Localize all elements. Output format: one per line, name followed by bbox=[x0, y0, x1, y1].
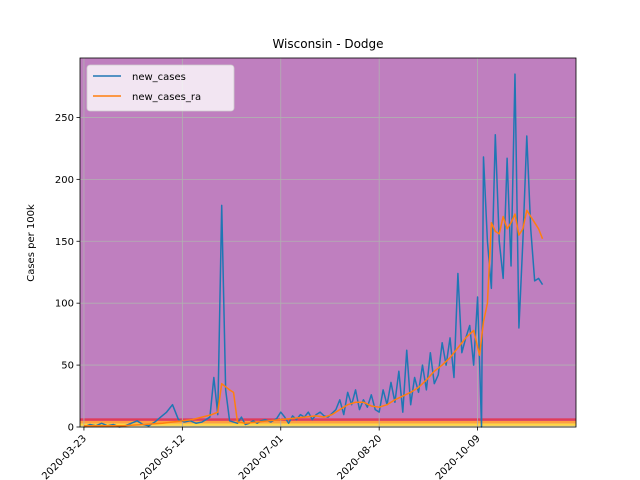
y-tick-label-0: 0 bbox=[68, 423, 74, 434]
plot-background bbox=[80, 58, 576, 427]
chart-title: Wisconsin - Dodge bbox=[272, 37, 383, 51]
legend-box bbox=[86, 64, 235, 112]
series-line-new_cases bbox=[83, 73, 544, 428]
risk-band-2 bbox=[80, 420, 576, 424]
y-tick-label-4: 200 bbox=[55, 175, 74, 186]
axes-frame bbox=[79, 57, 577, 428]
y-tick-label-5: 250 bbox=[55, 113, 74, 124]
y-tick-label-3: 150 bbox=[55, 237, 74, 248]
series-line-new_cases_ra bbox=[83, 209, 544, 427]
risk-band-1 bbox=[80, 423, 576, 426]
legend-label-new_cases_ra: new_cases_ra bbox=[132, 92, 201, 103]
y-tick-label-1: 50 bbox=[61, 361, 74, 372]
legend: new_cases new_cases_ra bbox=[86, 64, 235, 112]
risk-band-3 bbox=[80, 418, 576, 421]
legend-label-new_cases: new_cases bbox=[132, 72, 186, 83]
risk-band-0 bbox=[80, 425, 576, 427]
y-axis-title: Cases per 100k bbox=[26, 204, 37, 282]
y-tick-label-2: 100 bbox=[55, 299, 74, 310]
